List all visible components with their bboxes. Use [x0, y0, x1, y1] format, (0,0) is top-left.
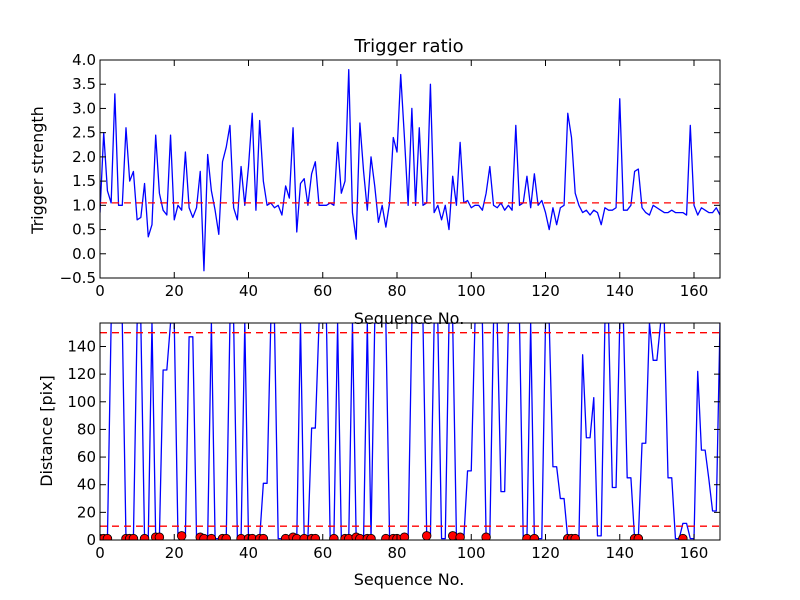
- x-tick-label: 120: [531, 544, 560, 562]
- y-tick-label: 2.0: [72, 148, 96, 166]
- detection-marker: [128, 533, 139, 540]
- x-tick-label: 60: [313, 282, 332, 300]
- detection-marker: [310, 533, 321, 540]
- top-axes-frame: [99, 59, 721, 279]
- x-tick-label: 100: [457, 544, 486, 562]
- detection-marker: [176, 531, 187, 540]
- detection-marker: [422, 531, 432, 540]
- x-tick-label: 160: [680, 544, 709, 562]
- y-tick-label: 3.0: [72, 99, 96, 117]
- y-tick-label: 1.0: [72, 196, 96, 214]
- bottom-plot-area: [100, 323, 720, 540]
- y-tick-label: 60: [77, 448, 96, 466]
- detection-marker: [206, 533, 217, 540]
- bottom-axis-ticks: 0 20 40 60 80 100 120 140 160 0 20 40 60 80 100 120 140: [67, 323, 720, 562]
- x-tick-label: 80: [387, 282, 406, 300]
- detection-marker: [139, 533, 150, 540]
- detection-marker: [329, 533, 339, 540]
- x-tick-label: 0: [95, 544, 105, 562]
- x-tick-label: 140: [605, 282, 634, 300]
- detection-marker: [633, 533, 644, 540]
- y-tick-label: 100: [67, 393, 96, 411]
- detection-marker: [678, 533, 688, 540]
- y-tick-label: 120: [67, 365, 96, 383]
- y-tick-label: 0: [86, 531, 96, 549]
- distance-chart: 0 20 40 60 80 100 120 140 160020406080100120140 …: [37, 322, 721, 589]
- top-axis-ticks: 0 20 40 60 80 100 120 140 160 −0.5 0.0 0.5 1.0 1.5 2.0…: [60, 51, 720, 300]
- x-tick-label: 40: [239, 544, 258, 562]
- x-tick-label: 120: [531, 282, 560, 300]
- x-tick-label: 20: [165, 544, 184, 562]
- y-tick-label: 3.5: [72, 75, 96, 93]
- detection-marker: [102, 533, 113, 540]
- y-tick-label: 2.5: [72, 124, 96, 142]
- x-tick-label: 160: [680, 282, 709, 300]
- x-tick-label: 80: [387, 544, 406, 562]
- top-y-axis-label: Trigger strength: [28, 106, 47, 235]
- detection-marker: [154, 532, 165, 540]
- detection-marker: [570, 533, 580, 540]
- x-tick-label: 60: [313, 544, 332, 562]
- detection-marker: [529, 533, 540, 540]
- chart-title: Trigger ratio: [353, 36, 463, 57]
- y-tick-label: 4.0: [72, 51, 96, 69]
- detection-marker: [481, 532, 491, 540]
- bottom-y-axis-label: Distance [pix]: [37, 375, 56, 487]
- y-tick-label: 40: [77, 476, 96, 494]
- series-line: [100, 69, 720, 272]
- y-tick-label: 1.5: [72, 172, 96, 190]
- top-plot-area: [100, 69, 720, 272]
- detection-marker: [399, 532, 410, 540]
- y-tick-label: −0.5: [60, 269, 96, 287]
- detection-marker: [221, 533, 231, 540]
- y-tick-label: 0.0: [72, 245, 96, 263]
- y-tick-label: 80: [77, 420, 96, 438]
- top-x-axis-label: Sequence No.: [354, 309, 465, 328]
- detection-marker: [258, 533, 269, 540]
- detection-marker: [366, 533, 376, 540]
- x-tick-label: 100: [457, 282, 486, 300]
- y-tick-label: 140: [67, 337, 96, 355]
- x-tick-label: 0: [95, 282, 105, 300]
- detection-marker: [455, 532, 465, 540]
- x-tick-label: 20: [165, 282, 184, 300]
- bottom-x-axis-label: Sequence No.: [354, 570, 465, 589]
- x-tick-label: 40: [239, 282, 258, 300]
- bottom-axes-frame: [99, 322, 721, 541]
- x-tick-label: 140: [605, 544, 634, 562]
- y-tick-label: 0.5: [72, 221, 96, 239]
- y-tick-label: 20: [77, 503, 96, 521]
